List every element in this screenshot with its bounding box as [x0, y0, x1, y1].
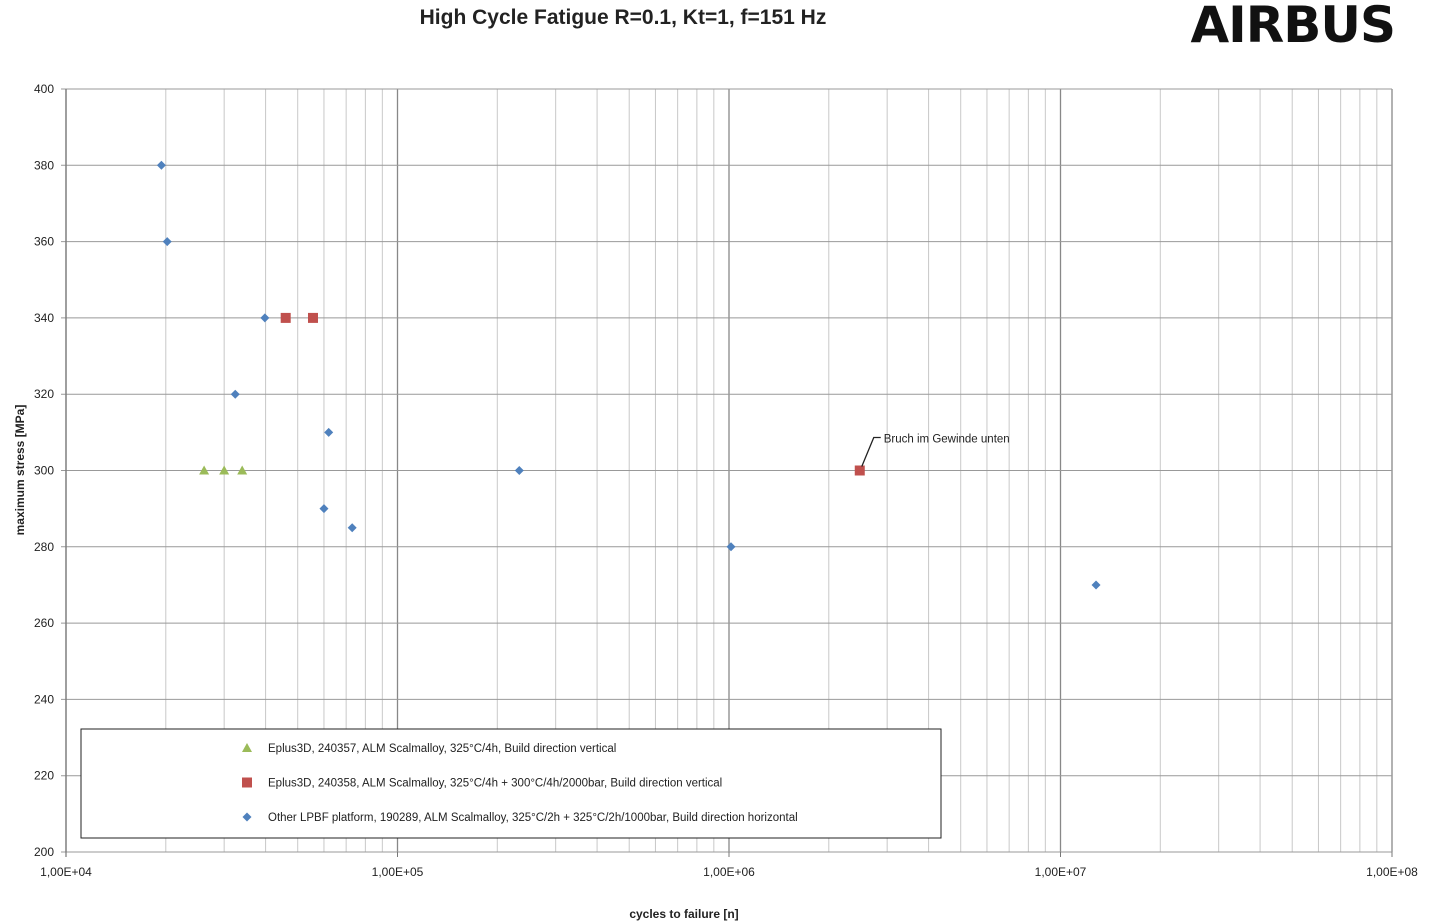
x-axis-label: cycles to failure [n]: [629, 907, 738, 921]
x-tick-label: 1,00E+04: [40, 865, 92, 879]
data-point-diamond: [319, 504, 329, 514]
legend-box: [80, 728, 942, 839]
legend-entry: Eplus3D, 240357, ALM Scalmalloy, 325°C/4…: [268, 743, 616, 755]
data-point-diamond: [726, 542, 736, 552]
legend-marker-triangle: [242, 743, 252, 752]
data-point-diamond: [514, 466, 524, 475]
data-point-triangle: [199, 465, 210, 475]
y-tick-label: 300: [34, 464, 54, 478]
legend: Eplus3D, 240357, ALM Scalmalloy, 325°C/4…: [80, 728, 942, 839]
y-tick-label: 340: [34, 311, 54, 325]
chart-title: High Cycle Fatigue R=0.1, Kt=1, f=151 Hz: [419, 6, 827, 29]
data-point-diamond: [1091, 580, 1101, 590]
y-tick-label: 380: [34, 158, 54, 172]
annotation-leader-line: [861, 436, 881, 467]
y-tick-label: 320: [34, 387, 54, 401]
legend-marker-diamond: [242, 812, 252, 822]
data-point-diamond: [162, 237, 172, 247]
y-tick-label: 400: [34, 82, 54, 96]
y-axis-label: maximum stress [MPa]: [13, 405, 27, 536]
y-tick-label: 360: [34, 235, 54, 249]
annotations: Bruch im Gewinde unten: [861, 434, 1010, 467]
annotation-text: Bruch im Gewinde unten: [884, 434, 1010, 446]
data-point-diamond: [324, 427, 334, 437]
data-point-diamond: [156, 160, 166, 170]
legend-entry: Other LPBF platform, 190289, ALM Scalmal…: [268, 812, 798, 824]
legend-marker-square: [242, 777, 252, 788]
data-point-triangle: [237, 465, 248, 475]
y-tick-label: 220: [34, 769, 54, 783]
y-tick-label: 280: [34, 540, 54, 554]
x-tick-label: 1,00E+06: [703, 865, 755, 879]
data-point-square: [307, 312, 318, 323]
x-tick-label: 1,00E+05: [372, 865, 424, 879]
y-tick-label: 200: [34, 845, 54, 859]
y-tick-label: 240: [34, 692, 54, 706]
data-point-diamond: [260, 313, 270, 323]
tick-labels: 200 220 240 260 280 300 320 340 360 380 400 1,00E+0…: [34, 82, 1418, 879]
airbus-logo: AIRBUS: [1190, 0, 1396, 54]
data-point-diamond: [347, 523, 357, 533]
x-tick-label: 1,00E+07: [1035, 865, 1087, 879]
grid: [61, 88, 1393, 857]
data-point-square: [280, 312, 291, 323]
data-point-diamond: [230, 389, 240, 399]
legend-entry: Eplus3D, 240358, ALM Scalmalloy, 325°C/4…: [268, 778, 722, 790]
data-points: [156, 160, 1101, 590]
data-point-square: [854, 465, 865, 476]
x-tick-label: 1,00E+08: [1366, 865, 1418, 879]
y-tick-label: 260: [34, 616, 54, 630]
data-point-triangle: [219, 465, 230, 475]
